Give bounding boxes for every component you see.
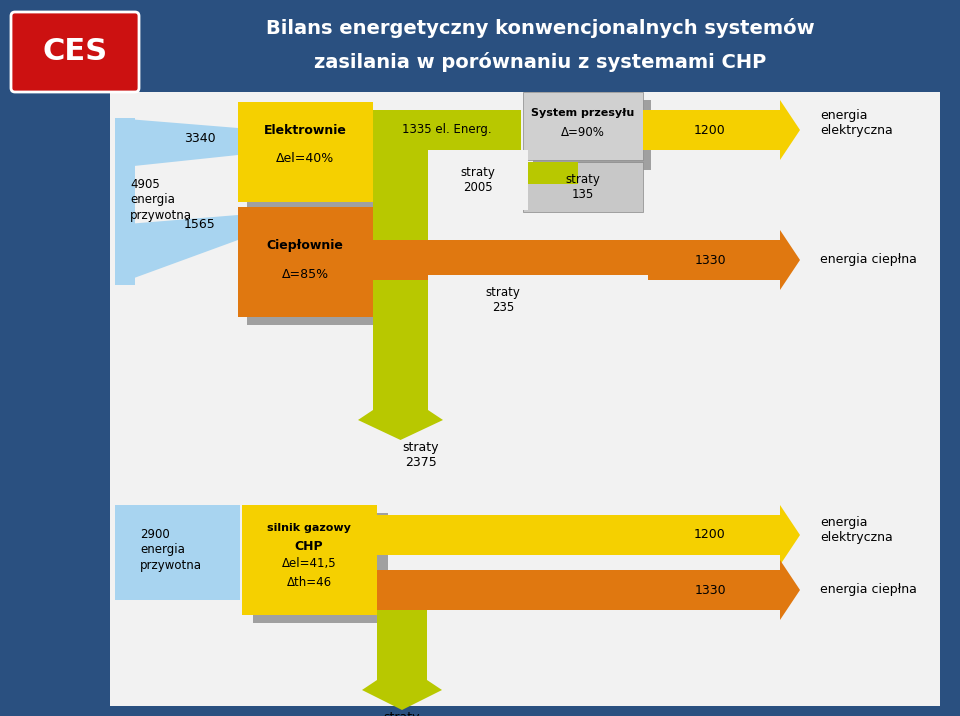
Text: straty
235: straty 235 xyxy=(486,286,520,314)
Text: CHP: CHP xyxy=(295,539,324,553)
Text: Ciepłownie: Ciepłownie xyxy=(267,238,344,251)
Polygon shape xyxy=(358,410,443,440)
Bar xyxy=(428,150,528,210)
Bar xyxy=(238,207,373,317)
Text: Δ=85%: Δ=85% xyxy=(281,268,328,281)
Bar xyxy=(373,110,521,150)
Text: 4905
energia
przywotna: 4905 energia przywotna xyxy=(130,178,192,221)
Text: 1330: 1330 xyxy=(694,584,726,596)
FancyBboxPatch shape xyxy=(11,12,139,92)
Text: straty
2375: straty 2375 xyxy=(402,441,439,469)
Bar xyxy=(533,100,651,170)
Text: silnik gazowy: silnik gazowy xyxy=(267,523,351,533)
Bar xyxy=(247,110,382,210)
Bar xyxy=(373,150,428,235)
Text: 1200: 1200 xyxy=(694,123,726,137)
Text: System przesyłu: System przesyłu xyxy=(532,108,635,118)
Text: 2900
energia
przywotna: 2900 energia przywotna xyxy=(140,528,202,571)
Text: Δ=90%: Δ=90% xyxy=(561,127,605,140)
Bar xyxy=(428,162,578,184)
Text: CES: CES xyxy=(42,37,108,67)
Text: 1200: 1200 xyxy=(694,528,726,541)
Text: Bilans energetyczny konwencjonalnych systemów: Bilans energetyczny konwencjonalnych sys… xyxy=(266,18,814,38)
Bar xyxy=(242,505,377,615)
Polygon shape xyxy=(115,118,135,285)
Bar xyxy=(247,215,382,325)
Bar xyxy=(373,235,428,330)
Bar xyxy=(377,610,427,680)
Bar xyxy=(373,330,428,410)
Bar xyxy=(428,275,648,325)
Text: energia ciepłna: energia ciepłna xyxy=(820,253,917,266)
Bar xyxy=(253,513,388,623)
Bar xyxy=(0,0,960,92)
Text: 1335 el. Energ.: 1335 el. Energ. xyxy=(402,123,492,137)
Bar xyxy=(110,92,940,706)
Bar xyxy=(115,505,240,600)
Bar xyxy=(523,92,643,160)
Polygon shape xyxy=(115,215,238,285)
Text: Δth=46: Δth=46 xyxy=(286,576,331,589)
Text: straty
135: straty 135 xyxy=(565,173,600,201)
Polygon shape xyxy=(373,230,800,290)
Polygon shape xyxy=(377,560,800,620)
Polygon shape xyxy=(643,100,800,160)
Bar xyxy=(428,275,648,297)
Text: straty
370: straty 370 xyxy=(384,711,420,716)
Text: 1330: 1330 xyxy=(694,253,726,266)
Text: Δel=41,5: Δel=41,5 xyxy=(281,558,336,571)
Text: zasilania w porównaniu z systemami CHP: zasilania w porównaniu z systemami CHP xyxy=(314,52,766,72)
Text: straty
2005: straty 2005 xyxy=(461,166,495,194)
Text: 3340: 3340 xyxy=(184,132,216,145)
Text: Δel=40%: Δel=40% xyxy=(276,152,334,165)
Text: Elektrownie: Elektrownie xyxy=(264,123,347,137)
Bar xyxy=(523,162,643,212)
Text: 1565: 1565 xyxy=(184,218,216,231)
Text: energia ciepłna: energia ciepłna xyxy=(820,584,917,596)
Bar xyxy=(238,102,373,202)
Text: energia
elektryczna: energia elektryczna xyxy=(820,516,893,544)
Polygon shape xyxy=(377,505,800,565)
Text: energia
elektryczna: energia elektryczna xyxy=(820,109,893,137)
Polygon shape xyxy=(362,680,442,710)
Polygon shape xyxy=(115,118,238,168)
